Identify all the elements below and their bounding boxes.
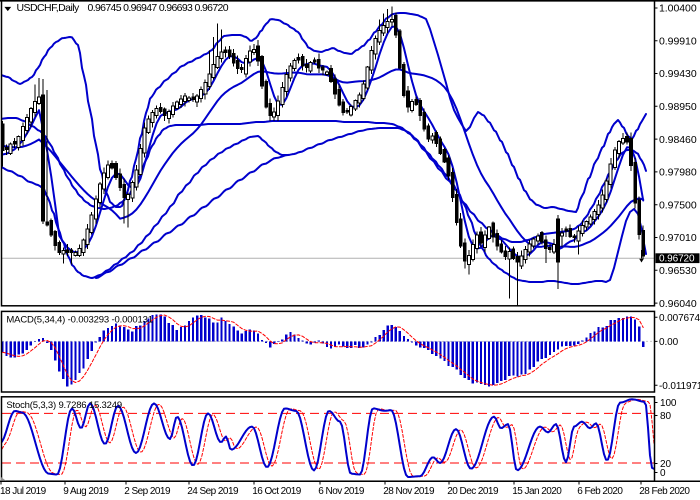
svg-text:0.98460: 0.98460 [659,134,697,146]
svg-text:0.97500: 0.97500 [659,199,697,211]
svg-text:-0.011971: -0.011971 [659,381,700,392]
svg-text:Stoch(5,3,3) 9.7286 15.3249: Stoch(5,3,3) 9.7286 15.3249 [6,400,122,411]
svg-text:MACD(5,34,4) -0.003293 -0.0001: MACD(5,34,4) -0.003293 -0.000131 [6,315,152,326]
svg-text:0: 0 [660,468,666,479]
svg-text:28 Feb 2020: 28 Feb 2020 [639,486,690,497]
svg-text:20 Dec 2019: 20 Dec 2019 [447,486,499,497]
svg-text:100: 100 [660,398,677,409]
svg-text:0.96040: 0.96040 [659,298,697,310]
svg-text:0.00: 0.00 [659,337,679,348]
svg-text:0.98950: 0.98950 [659,101,697,113]
svg-text:0.007674: 0.007674 [659,313,700,324]
svg-text:2 Sep 2019: 2 Sep 2019 [124,486,171,497]
svg-text:24 Sep 2019: 24 Sep 2019 [187,486,239,497]
svg-text:18 Jul 2019: 18 Jul 2019 [0,486,47,497]
svg-text:9 Aug 2019: 9 Aug 2019 [63,486,109,497]
svg-text:USDCHF,Daily: USDCHF,Daily [17,2,81,14]
svg-text:0.97980: 0.97980 [659,167,697,179]
svg-text:0.99910: 0.99910 [659,35,697,47]
svg-text:20: 20 [660,459,671,470]
svg-text:6 Feb 2020: 6 Feb 2020 [577,486,623,497]
svg-text:28 Nov 2019: 28 Nov 2019 [383,486,435,497]
svg-text:6 Nov 2019: 6 Nov 2019 [318,486,365,497]
svg-text:0.99430: 0.99430 [659,68,697,80]
svg-text:0.96530: 0.96530 [659,265,697,277]
svg-text:0.96745 0.96947 0.96693 0.9672: 0.96745 0.96947 0.96693 0.96720 [88,2,229,14]
svg-text:0.97010: 0.97010 [659,232,697,244]
svg-text:80: 80 [660,411,671,422]
svg-text:16 Oct 2019: 16 Oct 2019 [252,486,301,497]
svg-text:1.00400: 1.00400 [659,3,697,15]
svg-text:0.96720: 0.96720 [659,253,695,264]
svg-text:15 Jan 2020: 15 Jan 2020 [512,486,562,497]
